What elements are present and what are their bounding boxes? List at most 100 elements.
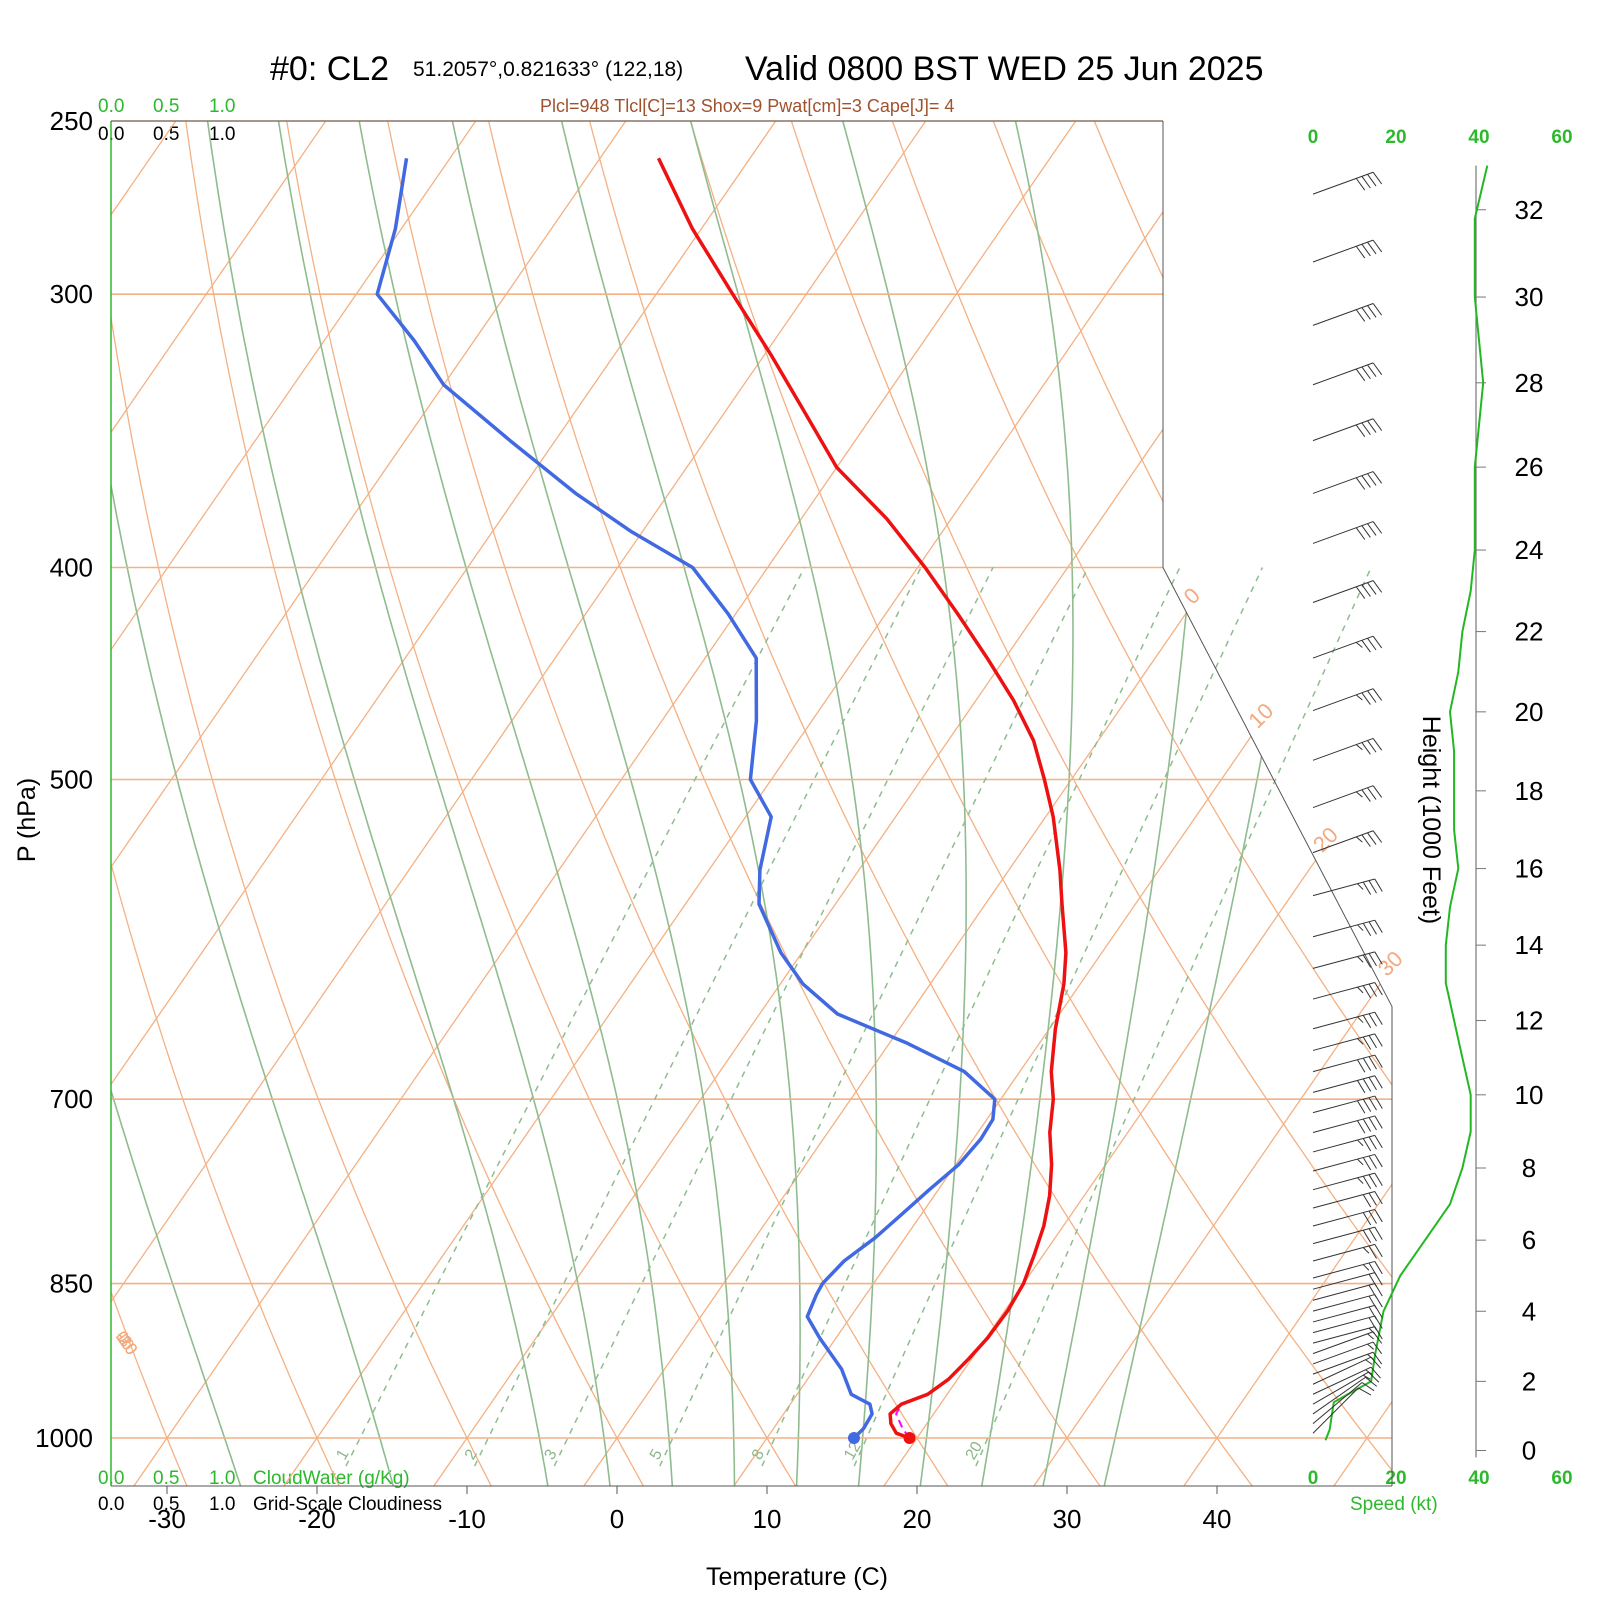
wind-barb-feather <box>1355 178 1366 191</box>
wind-barb-shaft <box>1312 1283 1375 1301</box>
wind-barb <box>1312 951 1383 969</box>
wind-barb-feather <box>1355 694 1363 701</box>
wind-barb-feather <box>1372 1351 1383 1365</box>
wind-barb-feather <box>1361 789 1371 802</box>
moist-adiabat-line <box>260 121 616 1486</box>
wind-barb <box>1312 1033 1383 1051</box>
wind-barb <box>1312 239 1383 263</box>
wind-barb-shaft <box>1312 1172 1375 1191</box>
wind-barb <box>1312 635 1383 659</box>
wind-barb-shaft <box>1312 1243 1375 1262</box>
wind-barb-feather <box>1357 924 1364 931</box>
isotherm-line <box>111 121 1073 1486</box>
isotherm-label-right: 20 <box>1308 822 1343 857</box>
wind-barb-feather <box>1368 1306 1377 1320</box>
wind-barb-feather <box>1368 1174 1377 1188</box>
wind-barb-feather <box>1362 1138 1372 1152</box>
wind-barb <box>1312 1190 1383 1209</box>
wind-barb-feather <box>1357 1016 1364 1023</box>
wind-barb-shaft <box>1312 418 1374 442</box>
wind-barb-feather <box>1367 523 1377 536</box>
wind-barb-feather <box>1368 1317 1377 1331</box>
wind-barb-feather <box>1368 880 1377 894</box>
wind-barb-feather <box>1368 1210 1377 1224</box>
wind-barb-feather <box>1358 1387 1372 1396</box>
wind-barb-feather <box>1372 738 1383 751</box>
wind-barb-shaft <box>1312 1134 1375 1153</box>
wind-barb-feather <box>1357 1177 1364 1184</box>
wind-barb-shaft <box>1312 982 1375 1000</box>
wind-barb-feather <box>1362 1036 1372 1050</box>
mixing-ratio-label: 12 <box>841 1439 865 1463</box>
cloudwater-top-tick-1: 0.5 <box>153 96 179 117</box>
wind-barb-shaft <box>1312 1075 1375 1093</box>
wind-barb-feather <box>1368 1035 1377 1049</box>
wind-barb-feather <box>1368 1284 1377 1298</box>
wind-barb-feather <box>1362 1098 1372 1112</box>
wind-barb-feather <box>1374 1033 1383 1047</box>
wind-barb-feather <box>1367 832 1377 845</box>
wind-barb-shaft <box>1312 635 1374 659</box>
wind-barb-feather <box>1357 1120 1366 1134</box>
mixing-ratio-label: 3 <box>541 1447 560 1463</box>
wind-barb-feather <box>1372 418 1383 431</box>
wind-barb-shaft <box>1312 1326 1375 1344</box>
wind-barb-feather <box>1372 471 1383 484</box>
wind-barb-shaft <box>1312 239 1374 263</box>
wind-barb-feather <box>1365 1369 1373 1375</box>
wind-barb <box>1312 1208 1383 1227</box>
wind-barb-feather <box>1368 983 1377 997</box>
cloudwater-bottom-tick-1: 0.5 <box>153 1468 179 1489</box>
wind-barb-feather <box>1374 1191 1383 1205</box>
wind-barb-feather <box>1355 791 1363 798</box>
wind-barb <box>1312 171 1383 195</box>
wind-barb-shaft <box>1312 919 1375 938</box>
pressure-tick-label: 700 <box>50 1084 93 1114</box>
dry-adiabat-line <box>364 121 977 1486</box>
isotherm-label-right: 10 <box>1243 698 1278 733</box>
height-tick-label: 26 <box>1515 452 1544 482</box>
wind-barb-feather <box>1374 1095 1383 1109</box>
wind-barb-feather <box>1374 1075 1383 1089</box>
wind-barb-feather <box>1355 245 1366 259</box>
wind-barb-feather <box>1362 1212 1372 1226</box>
wind-barb-feather <box>1357 956 1364 963</box>
dewpoint-line <box>375 158 997 1440</box>
height-tick-label: 12 <box>1515 1006 1544 1036</box>
wind-barb-feather <box>1368 1192 1377 1206</box>
wind-barb-feather <box>1362 1118 1372 1132</box>
wind-barb-feather <box>1374 1226 1383 1240</box>
moist-adiabat-line <box>111 121 256 1486</box>
wind-barb-feather <box>1355 477 1366 490</box>
wind-barb <box>1312 1387 1372 1434</box>
pressure-tick-label: 850 <box>50 1269 93 1299</box>
wind-barb-feather <box>1367 241 1377 255</box>
grid-lines <box>111 121 1392 1486</box>
station-title: #0: CL2 <box>270 50 389 88</box>
wind-barb-feather <box>1374 1054 1383 1068</box>
wind-barb-feather <box>1367 473 1377 486</box>
cloudiness-bottom-tick-1: 0.5 <box>153 1494 179 1515</box>
isotherm-line <box>111 121 923 1486</box>
dry-adiabat-line <box>267 121 823 1486</box>
wind-barb <box>1312 785 1383 809</box>
dry-adiabat-line <box>559 121 1285 1486</box>
x-tick-label: 40 <box>1203 1504 1232 1534</box>
wind-barb <box>1312 688 1383 712</box>
isotherm-line <box>111 121 623 1486</box>
height-tick-label: 6 <box>1522 1225 1536 1255</box>
pressure-tick-label: 300 <box>50 279 93 309</box>
wind-barb-feather <box>1374 1011 1383 1025</box>
wind-barb-feather <box>1374 1261 1383 1275</box>
wind-barb-feather <box>1372 521 1383 534</box>
wind-barb-shaft <box>1312 1294 1375 1312</box>
wind-barb-feather <box>1361 475 1371 488</box>
height-tick-label: 14 <box>1515 930 1544 960</box>
wind-barb-feather <box>1361 692 1371 705</box>
wind-barb <box>1312 1226 1383 1245</box>
isotherm-line <box>853 121 1392 1486</box>
wind-barb <box>1312 1376 1378 1415</box>
cloudiness-bottom-tick-2: 1.0 <box>209 1494 235 1515</box>
wind-barbs <box>1312 171 1383 1434</box>
